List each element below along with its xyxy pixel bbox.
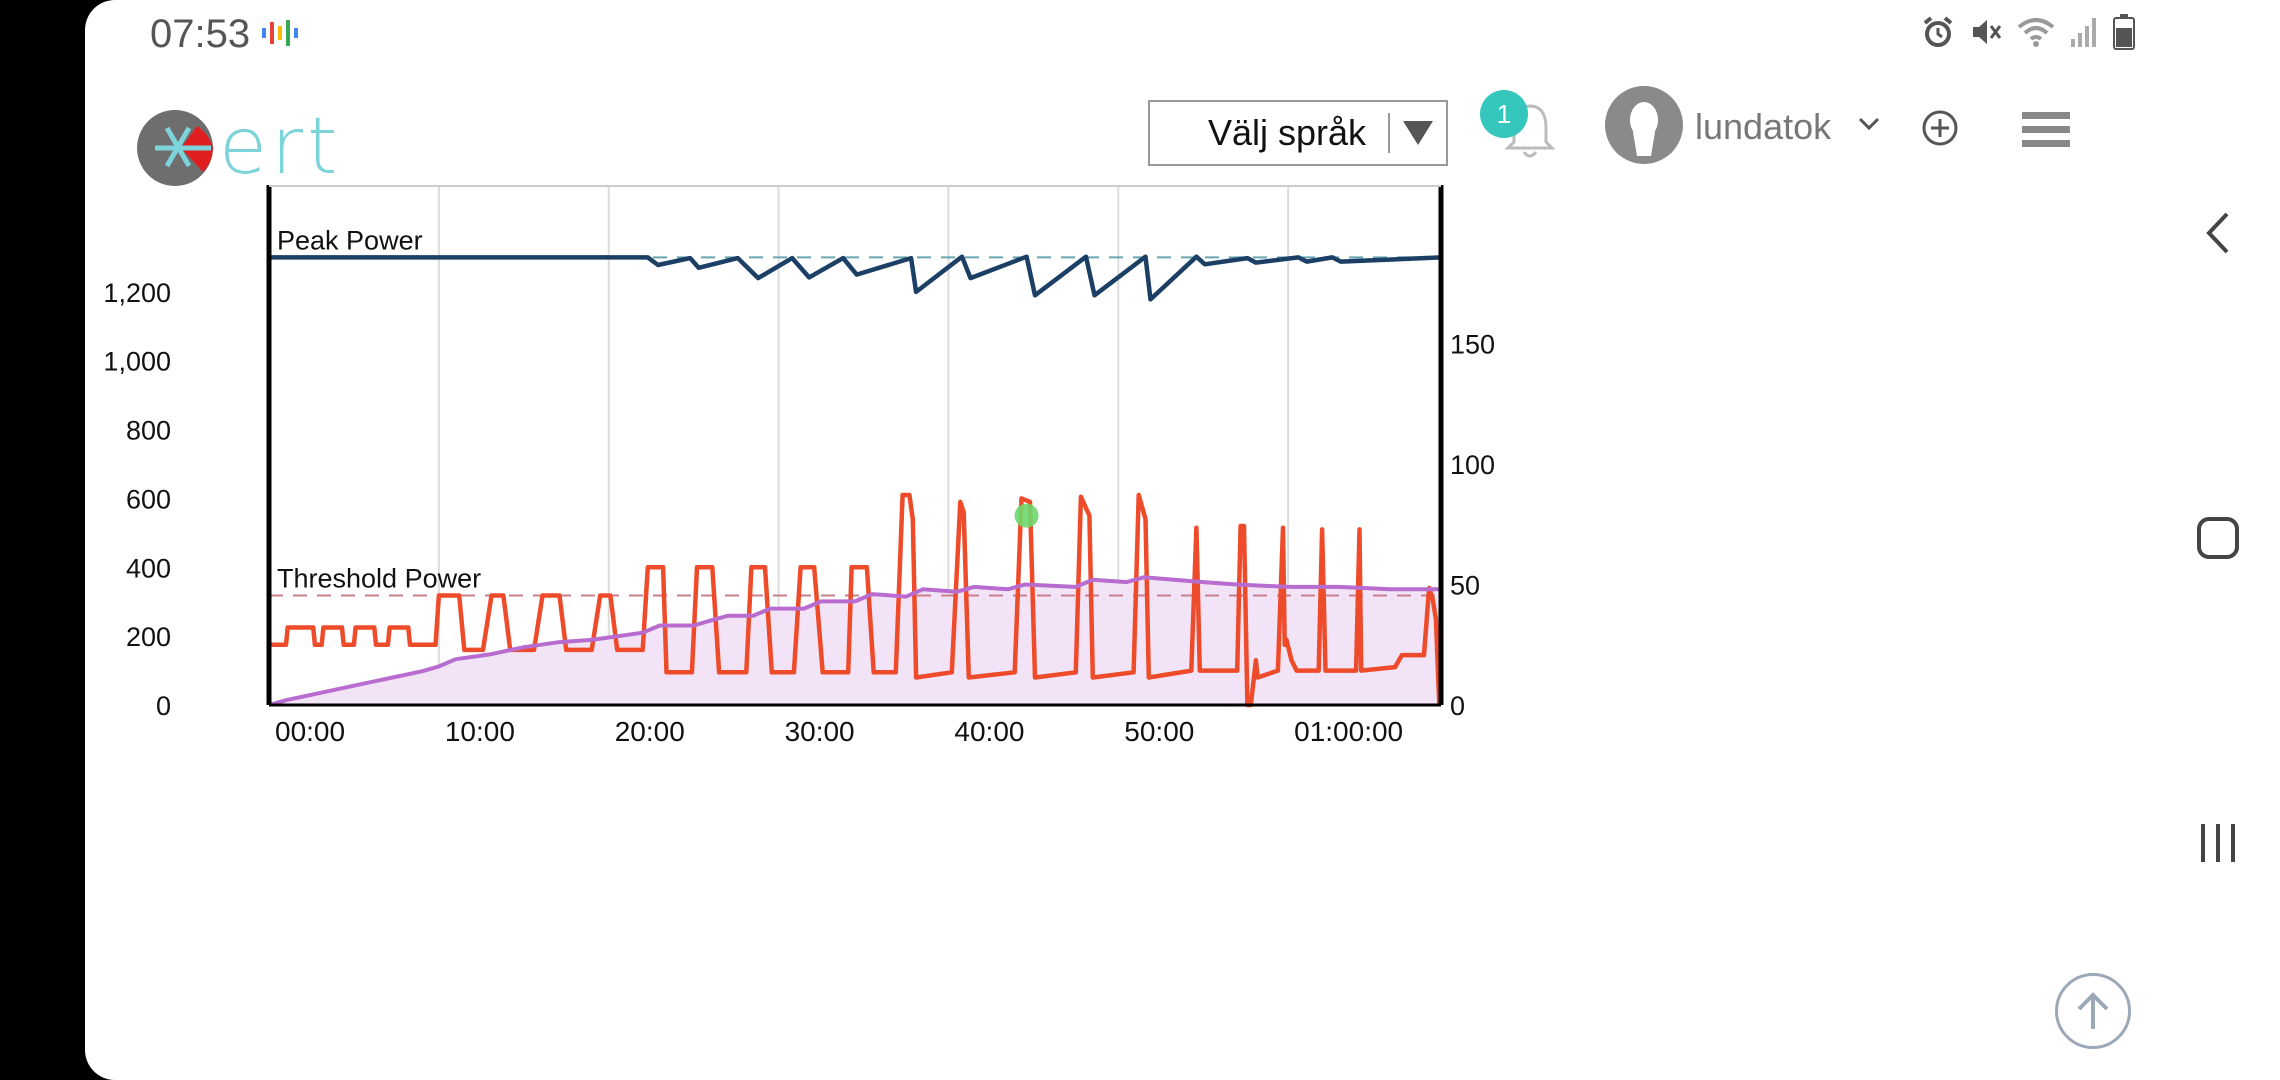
notifications-button[interactable]: 1 <box>1480 90 1560 160</box>
battery-icon <box>2113 14 2135 50</box>
label-layer: 00:00 10:00 20:00 30:00 40:00 50:00 01:00:00 0 2… <box>103 225 1495 747</box>
threshold-power-label: Threshold Power <box>277 564 481 594</box>
home-button[interactable] <box>2155 515 2280 561</box>
signal-icon <box>2071 18 2096 47</box>
scroll-to-top-button[interactable] <box>2055 973 2131 1049</box>
user-silhouette-icon <box>1630 102 1658 156</box>
hover-marker <box>1014 503 1039 528</box>
x-tick-label: 40:00 <box>954 716 1024 747</box>
series-layer <box>268 254 1442 708</box>
assistant-icon <box>262 20 298 46</box>
y-left-tick-label: 200 <box>126 622 171 652</box>
strain-line <box>268 575 1441 707</box>
x-tick-label: 10:00 <box>445 716 515 747</box>
workout-chart[interactable]: 00:00 10:00 20:00 30:00 40:00 50:00 01:00:00 0 2… <box>85 185 2155 1080</box>
y-right-tick-label: 150 <box>1450 330 1495 360</box>
y-left-tick-label: 800 <box>126 416 171 446</box>
back-button[interactable] <box>2155 210 2280 256</box>
app-window: 07:53 ert Välj sp <box>85 0 2155 1080</box>
username[interactable]: lundatok <box>1695 106 1832 147</box>
logo-text: ert <box>219 102 342 192</box>
xert-logo-mark <box>137 110 213 186</box>
language-select-value: Välj språk <box>1207 112 1366 153</box>
y-left-tick-label: 0 <box>156 691 171 721</box>
arrow-up-icon <box>2077 992 2109 1029</box>
peak-power-label: Peak Power <box>277 225 423 255</box>
x-tick-label: 20:00 <box>615 716 685 747</box>
axis-layer <box>266 185 1444 707</box>
peak-power-line <box>269 254 1442 302</box>
y-right-tick-label: 50 <box>1450 571 1480 601</box>
wifi-icon <box>2017 18 2055 47</box>
alarm-icon <box>1923 16 1953 47</box>
chevron-down-icon[interactable] <box>1857 116 1881 132</box>
avatar[interactable] <box>1605 86 1683 164</box>
add-button[interactable] <box>1920 108 1960 148</box>
notification-badge: 1 <box>1480 90 1528 138</box>
y-right-tick-label: 0 <box>1450 691 1465 721</box>
back-icon <box>2205 212 2228 254</box>
mute-icon <box>1973 20 2002 44</box>
y-right-tick-label: 100 <box>1450 450 1495 480</box>
language-select[interactable]: Välj språk <box>1148 100 1448 166</box>
xert-logo[interactable]: ert <box>137 102 377 192</box>
reference-lines <box>269 256 1441 597</box>
x-tick-label: 50:00 <box>1124 716 1194 747</box>
home-icon <box>2196 517 2239 559</box>
system-navigation-bar <box>2155 0 2280 1080</box>
language-select-divider <box>1388 113 1390 153</box>
y-left-tick-label: 1,200 <box>103 278 171 308</box>
recents-button[interactable] <box>2155 820 2280 866</box>
y-left-tick-label: 600 <box>126 484 171 514</box>
hamburger-menu-icon[interactable] <box>2022 110 2070 150</box>
y-left-tick-label: 1,000 <box>103 347 171 377</box>
power-line <box>269 492 1442 708</box>
y-left-tick-label: 400 <box>126 553 171 583</box>
recents-icon <box>2200 824 2235 862</box>
x-tick-label: 30:00 <box>785 716 855 747</box>
status-time: 07:53 <box>150 12 251 56</box>
x-tick-label: 00:00 <box>275 716 345 747</box>
x-tick-label: 01:00:00 <box>1294 716 1403 747</box>
dropdown-arrow-icon <box>1390 100 1446 166</box>
status-icons <box>1921 14 2135 50</box>
